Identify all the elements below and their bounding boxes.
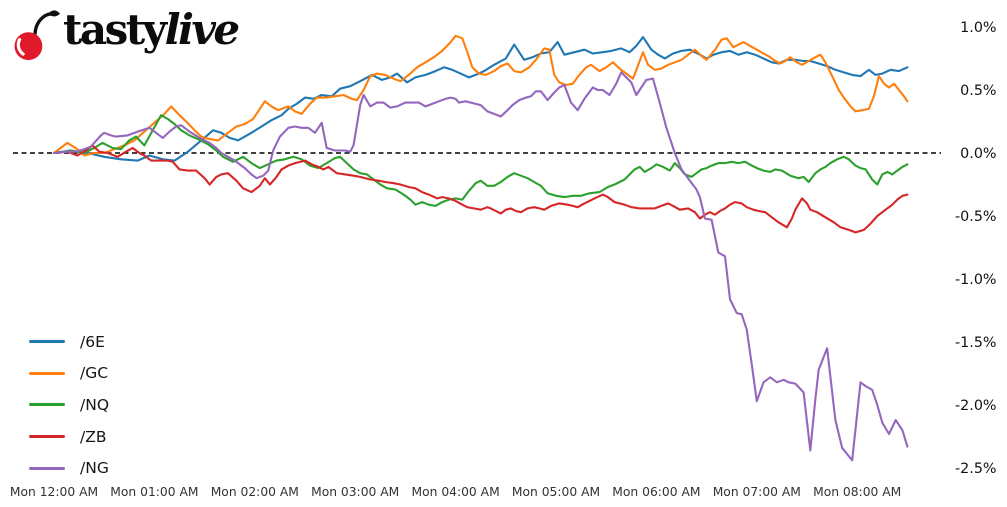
x-axis-tick-label: Mon 04:00 AM — [411, 485, 499, 499]
y-axis-tick-label: -2.0% — [955, 398, 996, 414]
legend-swatch-line — [29, 435, 65, 439]
brand-wordmark: tastylive — [63, 5, 241, 55]
legend-label: /ZB — [80, 427, 107, 446]
x-axis-tick-label: Mon 08:00 AM — [813, 485, 901, 499]
series-line-zb — [52, 144, 909, 234]
y-axis-tick-label: -1.0% — [955, 272, 996, 288]
y-axis-tick-label: 1.0% — [960, 20, 996, 36]
legend-label: /GC — [80, 364, 109, 383]
x-axis-tick-label: Mon 12:00 AM — [10, 485, 98, 499]
legend-item-zb: /ZB — [29, 421, 109, 453]
legend-swatch-line — [29, 466, 65, 470]
y-axis-tick-label: 0.5% — [960, 83, 996, 99]
legend-swatch-line — [29, 340, 65, 344]
brand-word-live: live — [164, 5, 241, 54]
legend-label: /NG — [80, 459, 109, 478]
series-line-nq — [52, 114, 909, 207]
x-axis-tick-label: Mon 02:00 AM — [211, 485, 299, 499]
legend-label: /NQ — [80, 395, 110, 414]
legend-item-gc: /GC — [29, 358, 109, 390]
legend-swatch-line — [29, 403, 65, 407]
legend-label: /6E — [80, 332, 105, 351]
x-axis-tick-label: Mon 01:00 AM — [110, 485, 198, 499]
y-axis-tick-label: -0.5% — [955, 209, 996, 225]
series-line-ng — [52, 71, 909, 462]
legend-item-nq: /NQ — [29, 389, 109, 421]
legend: /6E/GC/NQ/ZB/NG — [29, 326, 109, 484]
y-axis-tick-label: -1.5% — [955, 335, 996, 351]
x-axis-tick-label: Mon 06:00 AM — [612, 485, 700, 499]
legend-swatch-line — [29, 371, 65, 375]
brand-word-tasty: tasty — [63, 5, 167, 54]
y-axis-tick-label: 0.0% — [960, 146, 996, 162]
brand-logo: tastylive — [8, 5, 241, 65]
legend-item-ng: /NG — [29, 452, 109, 484]
x-axis-tick-label: Mon 03:00 AM — [311, 485, 399, 499]
x-axis-tick-label: Mon 05:00 AM — [512, 485, 600, 499]
y-axis-tick-label: -2.5% — [955, 461, 996, 477]
x-axis-tick-label: Mon 07:00 AM — [713, 485, 801, 499]
cherry-icon — [14, 10, 60, 61]
legend-item-6e: /6E — [29, 326, 109, 358]
series-line-gc — [52, 34, 909, 157]
